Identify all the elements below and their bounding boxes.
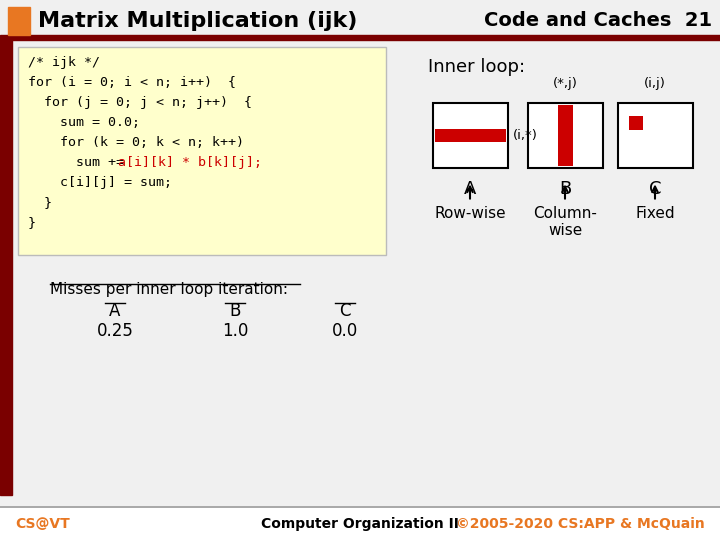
Text: Column-
wise: Column- wise [533, 206, 597, 238]
Bar [618, 103, 693, 167]
Text: ©2005-2020 CS:APP & McQuain: ©2005-2020 CS:APP & McQuain [456, 517, 705, 531]
Text: (i,*): (i,*) [513, 129, 537, 141]
Text: C: C [649, 179, 661, 198]
Text: C: C [339, 302, 351, 320]
Text: Computer Organization II: Computer Organization II [261, 517, 459, 531]
Text: sum +=: sum += [28, 156, 132, 169]
Text: }: } [28, 196, 52, 209]
Text: 0.0: 0.0 [332, 322, 358, 340]
Text: /* ijk */: /* ijk */ [28, 56, 100, 69]
Text: CS@VT: CS@VT [15, 517, 70, 531]
Text: Matrix Multiplication (ijk): Matrix Multiplication (ijk) [38, 11, 357, 31]
Text: B: B [559, 179, 571, 198]
Text: Row-wise: Row-wise [434, 206, 506, 220]
Text: for (j = 0; j < n; j++)  {: for (j = 0; j < n; j++) { [28, 96, 252, 109]
Text: a[i][k] * b[k][j];: a[i][k] * b[k][j]; [118, 156, 262, 169]
Bar [629, 116, 643, 130]
Text: A: A [464, 179, 476, 198]
Bar [8, 7, 30, 35]
Text: 0.25: 0.25 [96, 322, 133, 340]
Text: Fixed: Fixed [635, 206, 675, 220]
Bar [18, 47, 386, 255]
Bar [434, 129, 505, 141]
Bar [528, 103, 603, 167]
Text: for (i = 0; i < n; i++)  {: for (i = 0; i < n; i++) { [28, 76, 236, 89]
Bar [0, 506, 720, 508]
Text: Inner loop:: Inner loop: [428, 58, 525, 76]
Bar [0, 508, 720, 540]
Bar [433, 103, 508, 167]
Text: B: B [229, 302, 240, 320]
Bar [0, 40, 12, 495]
Text: Misses per inner loop iteration:: Misses per inner loop iteration: [50, 282, 288, 297]
Text: 1.0: 1.0 [222, 322, 248, 340]
Bar [0, 35, 720, 40]
Text: }: } [28, 216, 36, 229]
Text: Code and Caches  21: Code and Caches 21 [484, 11, 712, 30]
Text: A: A [109, 302, 121, 320]
Text: (*,j): (*,j) [552, 77, 577, 90]
Bar [557, 105, 572, 165]
Text: sum = 0.0;: sum = 0.0; [28, 116, 140, 129]
Text: c[i][j] = sum;: c[i][j] = sum; [28, 176, 172, 189]
Text: (i,j): (i,j) [644, 77, 666, 90]
Text: for (k = 0; k < n; k++): for (k = 0; k < n; k++) [28, 136, 244, 149]
